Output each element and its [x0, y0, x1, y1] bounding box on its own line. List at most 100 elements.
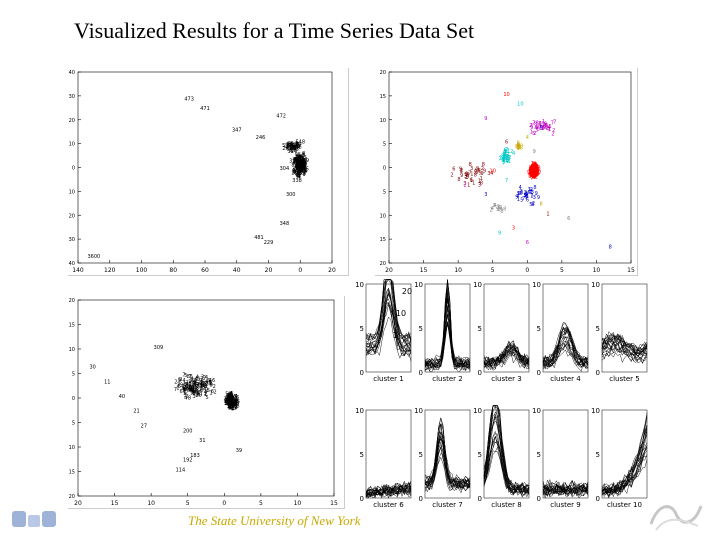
data-point: 4 [300, 164, 303, 170]
cluster-point: 8 [480, 180, 483, 186]
data-point: 7 [235, 397, 238, 403]
cluster-point: 8 [482, 162, 485, 168]
data-point: 8 [304, 165, 307, 171]
cluster-point: 9 [535, 166, 538, 172]
data-point: 2 [230, 399, 233, 405]
data-point: 7 [205, 384, 208, 390]
data-point: 8 [226, 393, 229, 399]
point-label: 338 [292, 178, 302, 184]
data-point: 3 [230, 398, 233, 404]
data-point: 7 [301, 159, 304, 165]
data-point: 9 [232, 399, 235, 405]
data-point: 1 [184, 382, 187, 388]
data-point: 6 [203, 384, 206, 390]
cluster-point: 4 [505, 154, 508, 160]
cluster-point: 7 [468, 171, 471, 177]
cluster-point: 5 [532, 167, 535, 173]
data-point: 8 [188, 395, 191, 401]
data-point: 8 [228, 397, 231, 403]
cluster-point: 8 [474, 172, 477, 178]
cluster-point: 9 [535, 191, 538, 197]
cluster-point: 8 [525, 193, 528, 199]
data-point: 5 [202, 385, 205, 391]
cluster-point: 7 [548, 128, 551, 134]
data-point: 7 [183, 389, 186, 395]
data-point: 9 [301, 163, 304, 169]
scatter-plot-bottom-left: 20 15 10 5 0 5 10 15201510505101520887595945495… [68, 296, 345, 509]
data-point: 8 [228, 403, 231, 409]
cluster-y-tick-label: 0 [419, 495, 423, 503]
data-point: 6 [297, 160, 300, 166]
cluster-point: 9 [527, 170, 530, 176]
x-tick-label: 10 [294, 500, 302, 507]
data-point: 5 [209, 380, 212, 386]
cluster-point: 4 [531, 171, 534, 177]
data-point: 9 [298, 158, 301, 164]
data-point: 7 [189, 386, 192, 392]
cluster-point: 1 [531, 164, 534, 170]
cluster-point: 7 [499, 156, 502, 162]
data-point: 8 [227, 395, 230, 401]
data-point: 3 [195, 391, 198, 397]
data-point: 1 [299, 162, 302, 168]
data-point: 8 [181, 386, 184, 392]
cluster-point: 2 [450, 173, 453, 179]
cluster-point: 8 [528, 169, 531, 175]
data-point: 5 [229, 393, 232, 399]
cluster-point: 5 [535, 172, 538, 178]
data-point: 8 [301, 152, 304, 158]
point-label: 10 [490, 168, 496, 174]
data-point: 7 [230, 397, 233, 403]
data-point: 2 [295, 164, 298, 170]
cluster-label: cluster 9 [550, 501, 581, 509]
data-point: 1 [298, 159, 301, 165]
data-point: 8 [229, 397, 232, 403]
cluster-point: 1 [534, 163, 537, 169]
x-tick-label: 20 [74, 500, 82, 507]
data-point: 7 [294, 168, 297, 174]
data-point: 8 [296, 161, 299, 167]
cluster-point: 6 [529, 168, 532, 174]
data-point: 7 [229, 398, 232, 404]
university-logo-icon [12, 511, 56, 527]
cluster-point: 7 [553, 119, 556, 125]
data-point: 2 [299, 155, 302, 161]
cluster-point: 6 [544, 122, 547, 128]
data-point: 2 [301, 164, 304, 170]
cluster-point: 3 [507, 155, 510, 161]
cluster-point: 2 [534, 167, 537, 173]
data-point: 8 [297, 168, 300, 174]
data-point: 4 [297, 166, 300, 172]
cluster-series-line [424, 321, 471, 371]
data-point: 2 [295, 141, 298, 147]
cluster-point: 2 [533, 171, 536, 177]
data-point: 6 [298, 165, 301, 171]
cluster-point: 2 [529, 170, 532, 176]
x-tick-label: 10 [593, 267, 601, 274]
cluster-point: 3 [524, 190, 527, 196]
data-point: 8 [231, 401, 234, 407]
data-point: 4 [297, 167, 300, 173]
data-point: 4 [290, 146, 293, 152]
data-point: 6 [232, 399, 235, 405]
data-point: 5 [228, 401, 231, 407]
data-point: 7 [298, 169, 301, 175]
data-point: 4 [295, 172, 298, 178]
data-point: 4 [297, 164, 300, 170]
data-point: 8 [297, 158, 300, 164]
point-label: 7 [505, 178, 508, 184]
data-point: 1 [197, 377, 200, 383]
data-point: 2 [295, 147, 298, 153]
data-point: 3 [300, 160, 303, 166]
cluster-point: 4 [534, 169, 537, 175]
cluster-point: 2 [533, 165, 536, 171]
cluster-point: 2 [508, 155, 511, 161]
cluster-point: 4 [533, 170, 536, 176]
cluster-point: 8 [505, 155, 508, 161]
cluster-series-line [365, 484, 412, 499]
data-point: 5 [237, 399, 240, 405]
cluster-point: 1 [528, 189, 531, 195]
data-point: 3 [231, 406, 234, 412]
data-point: 9 [293, 170, 296, 176]
data-point: 7 [296, 143, 299, 149]
